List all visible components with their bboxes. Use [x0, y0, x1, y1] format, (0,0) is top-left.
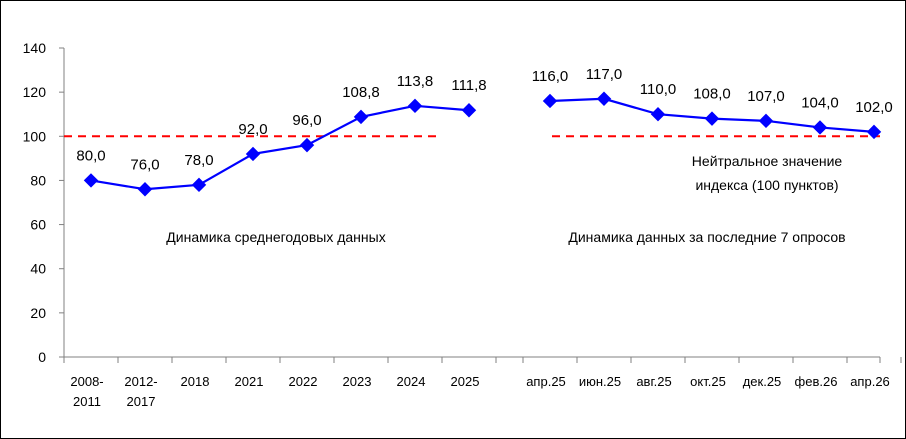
data-point — [245, 146, 261, 162]
x-tick-label: 2024 — [397, 374, 426, 389]
data-label: 102,0 — [855, 99, 893, 116]
x-tick-label: фев.26 — [795, 374, 838, 389]
data-label: 117,0 — [586, 66, 622, 83]
x-tick-label: 2022 — [289, 374, 318, 389]
x-tick-label: 2008- — [70, 374, 103, 389]
data-point — [353, 109, 369, 125]
x-tick-label: дек.25 — [743, 374, 782, 389]
data-label: 76,0 — [130, 156, 159, 173]
data-point — [758, 113, 774, 129]
x-tick-label: июн.25 — [579, 374, 621, 389]
data-point — [461, 103, 477, 118]
data-labels: 80,0 76,0 78,0 92,0 96,0 108,8 113,8 111,8 116,0… — [76, 66, 892, 173]
x-tick-label: 2018 — [181, 374, 210, 389]
data-label: 104,0 — [801, 94, 839, 111]
data-point — [407, 98, 423, 114]
data-point — [137, 182, 153, 197]
x-tick-label: апр.26 — [850, 374, 890, 389]
data-point — [83, 173, 99, 188]
data-label: 107,0 — [747, 88, 785, 105]
data-point — [704, 111, 720, 126]
series-lines — [83, 91, 882, 197]
y-tick-label: 80 — [30, 172, 46, 188]
x-tick-label: 2025 — [451, 374, 480, 389]
data-label: 96,0 — [292, 112, 321, 129]
x-tick-label: 2017 — [127, 394, 156, 409]
neutral-caption-line2: индекса (100 пунктов) — [695, 177, 838, 193]
y-axis: 0 20 40 60 80 100 120 140 — [23, 40, 65, 365]
x-tick-label: апр.25 — [526, 374, 566, 389]
y-tick-label: 100 — [23, 128, 47, 144]
data-label: 108,0 — [693, 86, 731, 103]
y-tick-label: 20 — [30, 305, 46, 321]
y-tick-label: 60 — [30, 217, 46, 233]
data-point — [596, 91, 612, 106]
y-tick-label: 40 — [30, 261, 46, 277]
data-label: 113,8 — [397, 73, 433, 90]
neutral-caption-line1: Нейтральное значение — [692, 153, 843, 169]
data-point — [866, 124, 882, 140]
x-tick-label: 2012- — [124, 374, 157, 389]
data-label: 110,0 — [640, 81, 676, 98]
x-tick-label: 2023 — [343, 374, 372, 389]
data-label: 116,0 — [532, 68, 568, 85]
x-axis: 2008- 2011 2012- 2017 2018 2021 2022 2023 2024 20… — [63, 356, 902, 409]
left-caption: Динамика среднегодовых данных — [166, 229, 385, 245]
data-label: 111,8 — [451, 77, 486, 94]
data-label: 78,0 — [184, 152, 213, 169]
x-tick-label: 2021 — [235, 374, 264, 389]
y-tick-label: 140 — [23, 40, 47, 56]
data-point — [299, 137, 315, 153]
data-point — [812, 120, 828, 135]
data-point — [191, 177, 207, 193]
data-label: 80,0 — [76, 147, 105, 164]
y-tick-label: 0 — [38, 349, 46, 365]
x-tick-label: 2011 — [73, 394, 101, 409]
data-label: 108,8 — [342, 84, 380, 101]
x-tick-label: авг.25 — [636, 374, 671, 389]
data-point — [650, 107, 666, 122]
y-tick-label: 120 — [23, 84, 47, 100]
series-line — [90, 104, 470, 191]
right-caption: Динамика данных за последние 7 опросов — [568, 229, 845, 245]
data-label: 92,0 — [238, 121, 267, 138]
x-tick-label: окт.25 — [690, 374, 726, 389]
data-point — [542, 93, 558, 109]
